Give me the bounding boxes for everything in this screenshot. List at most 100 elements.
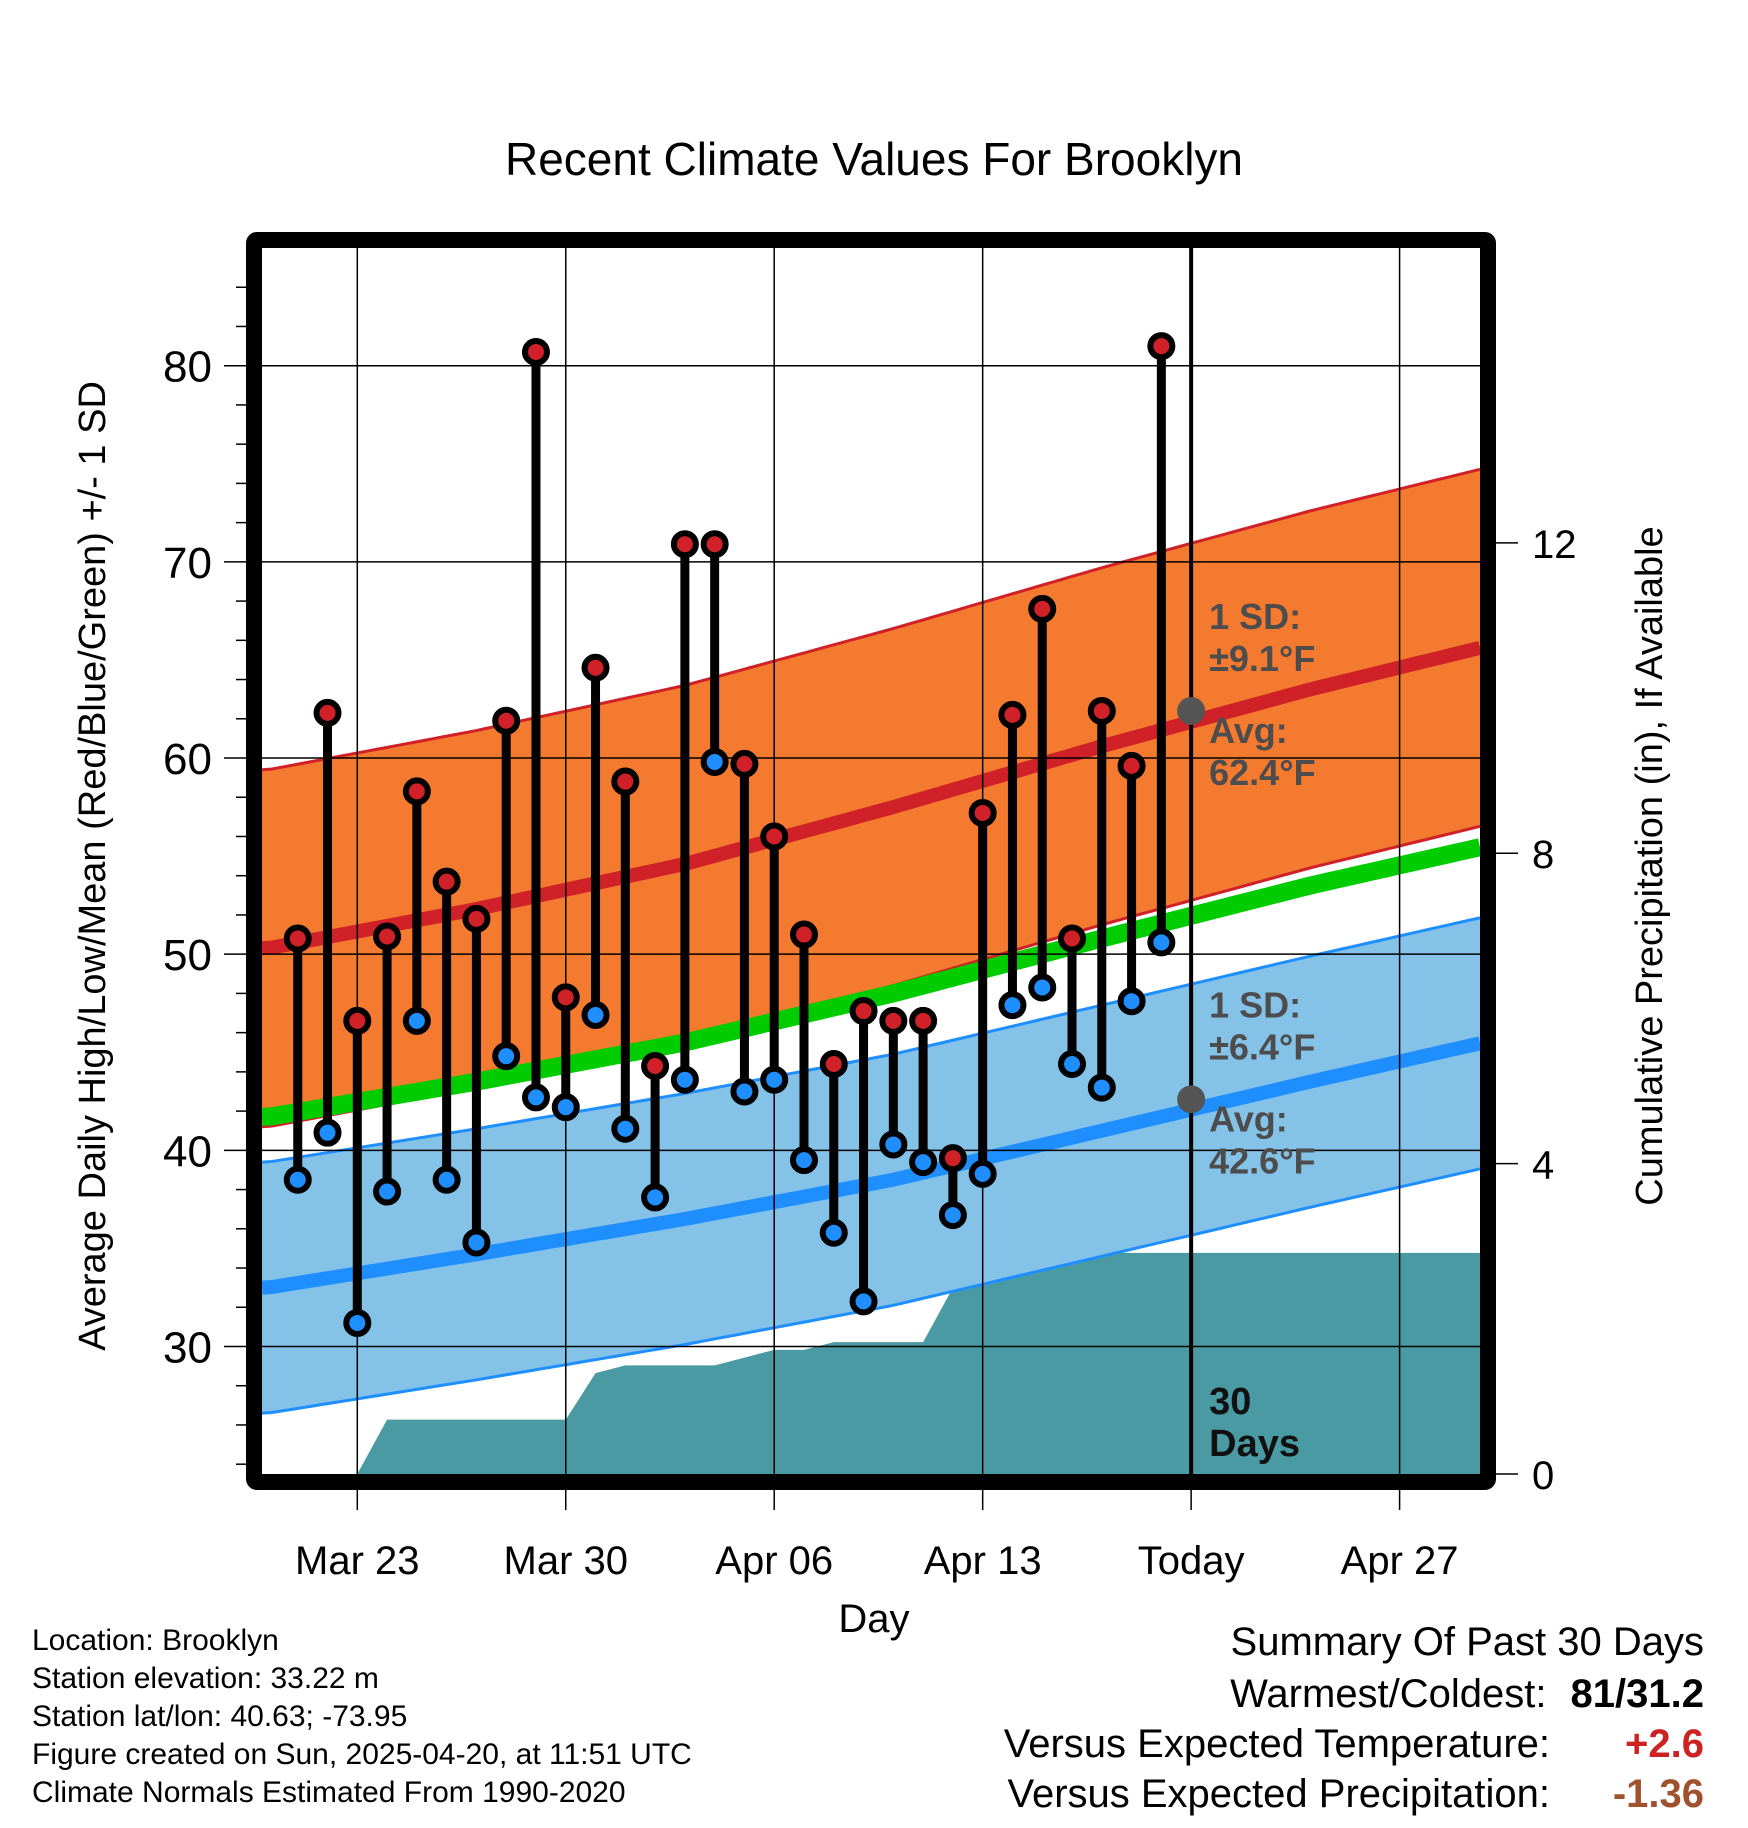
precipitation-area: [267, 1252, 1480, 1474]
daily-high-point: [938, 1144, 967, 1173]
daily-high-point: [760, 822, 789, 851]
daily-high-point: [313, 698, 342, 727]
daily-low-point: [343, 1308, 372, 1337]
daily-high-point: [730, 749, 759, 778]
daily-high-point: [551, 983, 580, 1012]
normal-mean-line: [262, 838, 1480, 1126]
daily-low-point: [998, 991, 1027, 1020]
daily-high-point: [1147, 332, 1176, 361]
y-tick-label: 60: [163, 735, 212, 784]
normal-low-band-upper-edge: [262, 916, 1480, 1164]
daily-high-point: [432, 867, 461, 896]
x-tick-label: Mar 30: [504, 1539, 629, 1583]
y-tick-label: 50: [163, 931, 212, 980]
daily-low-point: [700, 747, 729, 776]
daily-low-point: [879, 1130, 908, 1159]
days-count-number: 30: [1209, 1381, 1251, 1423]
y2-tick-label: 4: [1532, 1144, 1554, 1188]
low-sd-label: 1 SD:: [1209, 984, 1301, 1025]
daily-low-point: [789, 1146, 818, 1175]
temp-value: +2.6: [1625, 1722, 1704, 1766]
daily-high-point: [1028, 594, 1057, 623]
daily-high-point: [700, 530, 729, 559]
y-tick-label: 30: [163, 1323, 212, 1372]
daily-high-point: [343, 1006, 372, 1035]
daily-low-point: [760, 1065, 789, 1094]
x-tick-label: Today: [1138, 1539, 1245, 1583]
y-tick-label: 80: [163, 343, 212, 392]
daily-high-point: [1058, 924, 1087, 953]
latlon-text: Station lat/lon: 40.63; -73.95: [32, 1700, 408, 1733]
daily-high-point: [521, 337, 550, 366]
daily-low-point: [938, 1201, 967, 1230]
high-avg-label: Avg:: [1209, 710, 1288, 751]
normal-low-line: [262, 1036, 1480, 1295]
daily-high-point: [373, 922, 402, 951]
x-tick-label: Apr 27: [1341, 1539, 1459, 1583]
y-tick-label: 70: [163, 539, 212, 588]
high-sd-label: 1 SD:: [1209, 596, 1301, 637]
daily-low-point: [611, 1114, 640, 1143]
today-high-normal-marker: [1177, 696, 1206, 725]
daily-low-point: [521, 1083, 550, 1112]
daily-high-point: [968, 798, 997, 827]
daily-low-point: [1117, 987, 1146, 1016]
y2-tick-label: 12: [1532, 523, 1577, 567]
daily-low-point: [402, 1006, 431, 1035]
daily-high-point: [581, 653, 610, 682]
x-tick-label: Apr 06: [715, 1539, 833, 1583]
daily-high-point: [819, 1050, 848, 1079]
daily-high-point: [402, 777, 431, 806]
created-text: Figure created on Sun, 2025-04-20, at 11…: [32, 1738, 692, 1771]
daily-low-point: [641, 1183, 670, 1212]
high-avg-value: 62.4°F: [1209, 752, 1315, 793]
daily-low-point: [373, 1177, 402, 1206]
y-tick-label: 40: [163, 1127, 212, 1176]
chart-title: Recent Climate Values For Brooklyn: [505, 133, 1243, 185]
y2-tick-label: 8: [1532, 833, 1554, 877]
daily-low-point: [1147, 928, 1176, 957]
daily-high-point: [670, 530, 699, 559]
daily-high-point: [641, 1051, 670, 1080]
summary-temp-row: Versus Expected Temperature: +2.6: [1004, 1722, 1704, 1767]
normal-high-band-upper-edge: [262, 467, 1480, 772]
normals-text: Climate Normals Estimated From 1990-2020: [32, 1776, 626, 1809]
daily-low-point: [819, 1218, 848, 1247]
precip-label: Versus Expected Precipitation:: [1007, 1772, 1550, 1816]
low-sd-value: ±6.4°F: [1209, 1026, 1315, 1067]
daily-high-point: [611, 767, 640, 796]
daily-low-point: [313, 1118, 342, 1147]
station-info: Location: Brooklyn Station elevation: 33…: [32, 1622, 692, 1812]
location-text: Location: Brooklyn: [32, 1624, 279, 1657]
daily-low-point: [1058, 1050, 1087, 1079]
days-count-word: Days: [1209, 1423, 1300, 1465]
precip-value: -1.36: [1612, 1772, 1704, 1816]
summary-title: Summary Of Past 30 Days: [1230, 1620, 1704, 1664]
daily-low-point: [551, 1093, 580, 1122]
daily-high-point: [492, 706, 521, 735]
high-sd-value: ±9.1°F: [1209, 638, 1315, 679]
daily-low-point: [581, 1000, 610, 1029]
daily-high-point: [283, 924, 312, 953]
summary-warmest-row: Warmest/Coldest: 81/31.2: [1230, 1672, 1704, 1717]
daily-low-point: [432, 1165, 461, 1194]
daily-high-point: [1087, 696, 1116, 725]
daily-low-point: [670, 1065, 699, 1094]
y2-tick-label: 0: [1532, 1454, 1554, 1498]
daily-low-point: [492, 1042, 521, 1071]
summary-precip-row: Versus Expected Precipitation: -1.36: [1007, 1772, 1704, 1817]
daily-low-point: [1087, 1073, 1116, 1102]
daily-low-point: [909, 1148, 938, 1177]
warmest-value: 81/31.2: [1570, 1672, 1704, 1716]
daily-high-point: [879, 1006, 908, 1035]
temp-label: Versus Expected Temperature:: [1003, 1722, 1550, 1766]
plot-frame: [246, 232, 1496, 1490]
x-axis-label: Day: [838, 1597, 909, 1641]
daily-high-point: [462, 904, 491, 933]
daily-low-point: [968, 1159, 997, 1188]
low-avg-label: Avg:: [1209, 1098, 1288, 1139]
elevation-text: Station elevation: 33.22 m: [32, 1662, 379, 1695]
